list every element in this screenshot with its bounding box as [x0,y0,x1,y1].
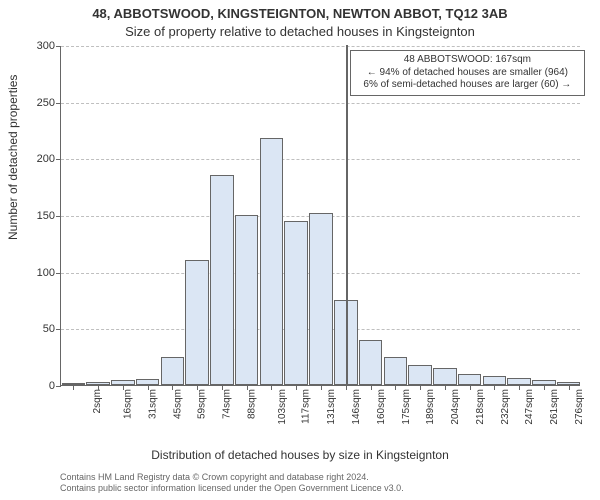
gridline [61,46,580,47]
x-tick-label: 117sqm [301,389,312,424]
x-tick-mark [296,385,297,390]
gridline [61,159,580,160]
x-axis-label: Distribution of detached houses by size … [0,448,600,462]
x-tick-mark [98,385,99,390]
x-tick-mark [494,385,495,390]
gridline [61,103,580,104]
bar [408,365,432,385]
x-tick-label: 175sqm [401,389,412,425]
x-tick-label: 276sqm [574,389,585,425]
bar [507,378,531,385]
x-tick-mark [371,385,372,390]
bar [483,376,507,385]
bar [260,138,284,385]
x-tick-label: 2sqm [92,389,103,413]
annotation-line: 48 ABBOTSWOOD: 167sqm [357,54,578,67]
y-tick-label: 50 [43,323,55,335]
x-tick-mark [445,385,446,390]
x-tick-label: 45sqm [172,389,183,419]
y-tick-label: 300 [37,40,55,52]
y-tick-label: 250 [37,97,55,109]
bar [359,340,383,385]
bar [185,260,209,385]
attribution-line-1: Contains HM Land Registry data © Crown c… [60,472,404,483]
chart-container: 48, ABBOTSWOOD, KINGSTEIGNTON, NEWTON AB… [0,0,600,500]
y-tick-mark [56,273,61,274]
y-tick-mark [56,329,61,330]
bar [433,368,457,385]
annotation-line: ← 94% of detached houses are smaller (96… [357,67,578,80]
bar [235,215,259,385]
bar [309,213,333,385]
x-tick-label: 204sqm [450,389,461,425]
x-tick-label: 189sqm [425,389,436,425]
x-tick-label: 247sqm [524,389,535,425]
y-tick-mark [56,103,61,104]
x-tick-mark [544,385,545,390]
y-tick-label: 200 [37,153,55,165]
y-tick-label: 100 [37,267,55,279]
x-tick-label: 146sqm [351,389,362,425]
x-tick-label: 131sqm [326,389,337,425]
annotation-line: 6% of semi-detached houses are larger (6… [357,79,578,92]
x-tick-label: 88sqm [246,389,257,419]
x-tick-label: 31sqm [147,389,158,419]
x-tick-label: 74sqm [222,389,233,419]
x-tick-mark [519,385,520,390]
plot-area: 0501001502002503002sqm16sqm31sqm45sqm59s… [60,46,580,386]
x-tick-label: 16sqm [123,389,134,419]
x-tick-mark [470,385,471,390]
x-tick-mark [271,385,272,390]
x-tick-mark [123,385,124,390]
marker-line [346,45,348,385]
bar [210,175,234,385]
y-tick-mark [56,216,61,217]
y-tick-mark [56,159,61,160]
x-tick-mark [321,385,322,390]
annotation-box: 48 ABBOTSWOOD: 167sqm← 94% of detached h… [350,50,585,96]
x-tick-mark [197,385,198,390]
x-tick-mark [73,385,74,390]
x-tick-mark [247,385,248,390]
x-tick-label: 160sqm [376,389,387,425]
x-tick-label: 59sqm [197,389,208,419]
x-tick-mark [172,385,173,390]
bar [161,357,185,385]
bar [384,357,408,385]
sub-title: Size of property relative to detached ho… [0,24,600,39]
y-tick-mark [56,46,61,47]
x-tick-mark [222,385,223,390]
bar [284,221,308,385]
x-tick-label: 218sqm [475,389,486,425]
attribution-line-2: Contains public sector information licen… [60,483,404,494]
y-tick-label: 0 [49,380,55,392]
y-tick-label: 150 [37,210,55,222]
bar [458,374,482,385]
x-tick-label: 261sqm [549,389,560,425]
x-tick-label: 232sqm [500,389,511,425]
x-tick-mark [420,385,421,390]
y-axis-label: Number of detached properties [6,75,20,240]
x-tick-label: 103sqm [277,389,288,425]
y-tick-mark [56,386,61,387]
x-tick-mark [395,385,396,390]
x-tick-mark [346,385,347,390]
x-tick-mark [569,385,570,390]
attribution: Contains HM Land Registry data © Crown c… [60,472,404,494]
super-title: 48, ABBOTSWOOD, KINGSTEIGNTON, NEWTON AB… [0,6,600,21]
x-tick-mark [148,385,149,390]
